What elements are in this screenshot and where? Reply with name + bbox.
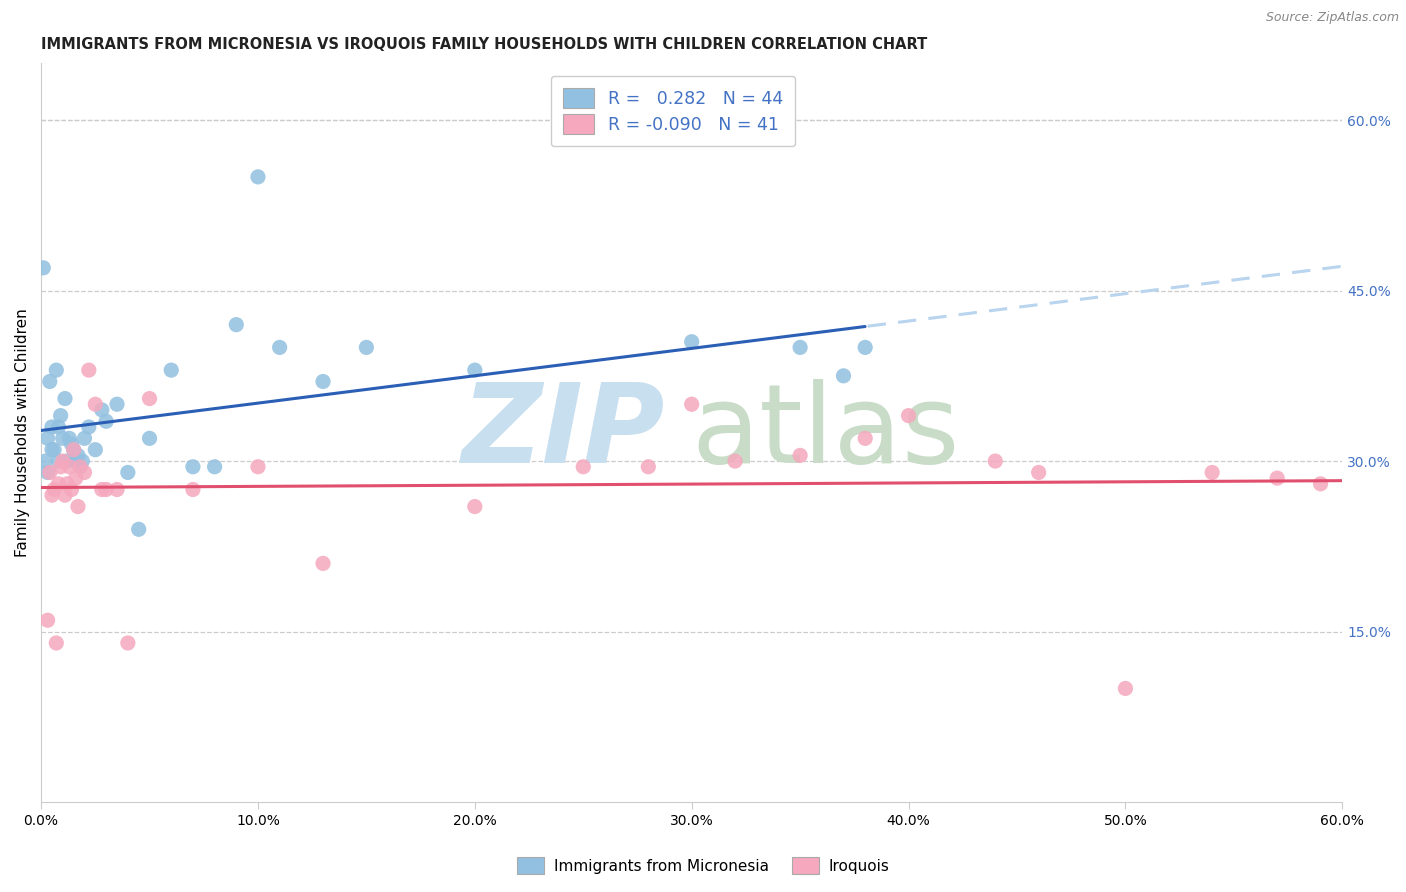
Point — [724, 454, 747, 468]
Point — [246, 169, 269, 184]
Text: IMMIGRANTS FROM MICRONESIA VS IROQUOIS FAMILY HOUSEHOLDS WITH CHILDREN CORRELATI: IMMIGRANTS FROM MICRONESIA VS IROQUOIS F… — [41, 37, 928, 53]
Point — [269, 340, 291, 354]
Legend: R =   0.282   N = 44, R = -0.090   N = 41: R = 0.282 N = 44, R = -0.090 N = 41 — [551, 76, 796, 146]
Point — [1028, 466, 1050, 480]
Point — [53, 488, 76, 502]
Point — [77, 420, 100, 434]
Point — [37, 466, 59, 480]
Point — [853, 431, 876, 445]
Point — [84, 442, 107, 457]
Point — [48, 420, 70, 434]
Point — [225, 318, 247, 332]
Point — [37, 613, 59, 627]
Point — [1201, 466, 1223, 480]
Point — [38, 466, 60, 480]
Point — [96, 483, 118, 497]
Point — [45, 363, 67, 377]
Point — [160, 363, 183, 377]
Point — [48, 476, 70, 491]
Point — [789, 449, 811, 463]
Point — [464, 500, 486, 514]
Point — [41, 442, 63, 457]
Point — [572, 459, 595, 474]
Point — [65, 454, 87, 468]
Point — [681, 334, 703, 349]
Point — [138, 431, 160, 445]
Point — [637, 459, 659, 474]
Point — [49, 409, 72, 423]
Point — [181, 459, 204, 474]
Point — [42, 442, 65, 457]
Point — [53, 392, 76, 406]
Point — [84, 397, 107, 411]
Point — [34, 454, 56, 468]
Point — [138, 392, 160, 406]
Point — [73, 466, 96, 480]
Point — [58, 431, 80, 445]
Point — [60, 437, 83, 451]
Point — [69, 459, 91, 474]
Point — [853, 340, 876, 354]
Point — [1309, 476, 1331, 491]
Point — [32, 260, 55, 275]
Point — [90, 403, 112, 417]
Point — [41, 488, 63, 502]
Point — [66, 449, 89, 463]
Point — [52, 454, 75, 468]
Text: ZIP: ZIP — [463, 379, 665, 486]
Point — [312, 557, 335, 571]
Text: atlas: atlas — [692, 379, 960, 486]
Point — [117, 636, 139, 650]
Point — [66, 500, 89, 514]
Point — [65, 471, 87, 485]
Point — [62, 442, 84, 457]
Point — [246, 459, 269, 474]
Point — [77, 363, 100, 377]
Legend: Immigrants from Micronesia, Iroquois: Immigrants from Micronesia, Iroquois — [510, 851, 896, 880]
Point — [45, 636, 67, 650]
Point — [49, 459, 72, 474]
Point — [464, 363, 486, 377]
Point — [181, 483, 204, 497]
Point — [56, 454, 79, 468]
Point — [56, 476, 79, 491]
Point — [72, 454, 94, 468]
Point — [37, 431, 59, 445]
Point — [105, 397, 128, 411]
Point — [1265, 471, 1288, 485]
Point — [60, 483, 83, 497]
Point — [41, 420, 63, 434]
Point — [1114, 681, 1136, 696]
Point — [96, 414, 118, 428]
Point — [117, 466, 139, 480]
Point — [897, 409, 920, 423]
Point — [681, 397, 703, 411]
Point — [69, 459, 91, 474]
Point — [832, 368, 855, 383]
Point — [52, 431, 75, 445]
Point — [42, 483, 65, 497]
Point — [48, 454, 70, 468]
Text: Source: ZipAtlas.com: Source: ZipAtlas.com — [1265, 11, 1399, 24]
Point — [204, 459, 226, 474]
Point — [90, 483, 112, 497]
Point — [789, 340, 811, 354]
Point — [38, 375, 60, 389]
Point — [128, 522, 150, 536]
Y-axis label: Family Households with Children: Family Households with Children — [15, 309, 30, 557]
Point — [356, 340, 378, 354]
Point — [105, 483, 128, 497]
Point — [62, 442, 84, 457]
Point — [73, 431, 96, 445]
Point — [984, 454, 1007, 468]
Point — [58, 459, 80, 474]
Point — [312, 375, 335, 389]
